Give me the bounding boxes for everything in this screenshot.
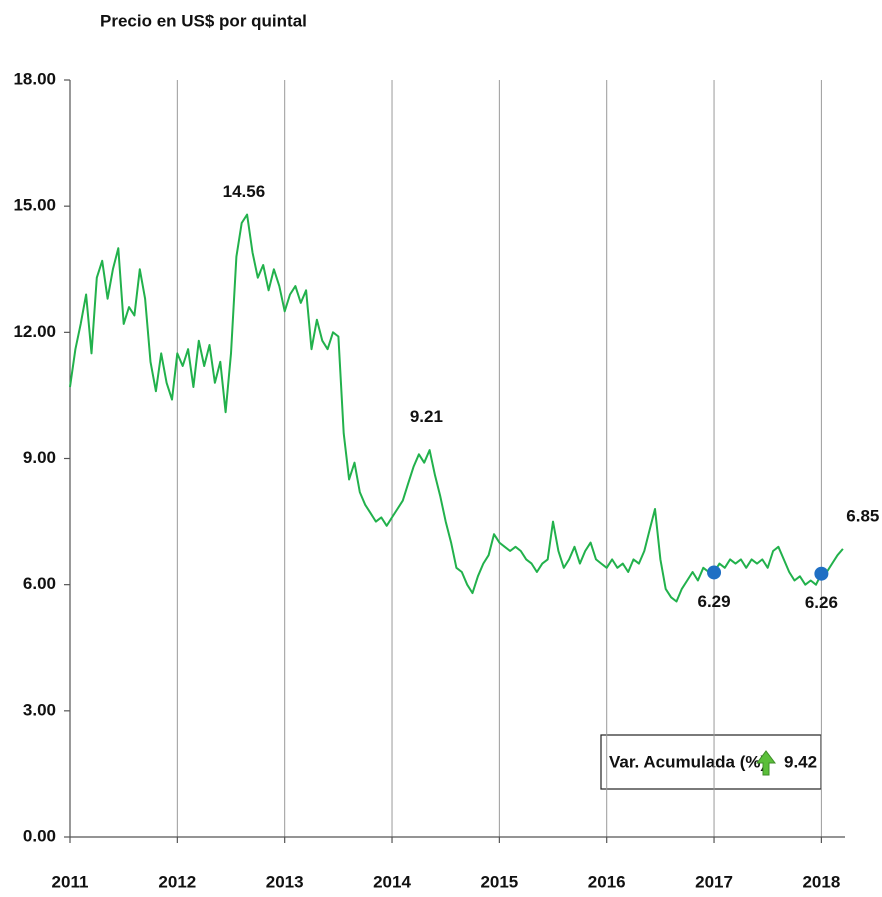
highlight-point: [707, 565, 722, 580]
annotation-label: 14.56: [223, 182, 266, 201]
x-tick-label: 2011: [52, 872, 89, 891]
x-tick-label: 2013: [266, 872, 304, 891]
annotation-label: 9.21: [410, 407, 443, 426]
y-tick-label: 15.00: [13, 196, 56, 215]
x-tick-label: 2014: [373, 872, 411, 891]
chart-title: Precio en US$ por quintal: [100, 11, 307, 30]
y-tick-label: 6.00: [23, 574, 56, 593]
y-tick-label: 3.00: [23, 700, 56, 719]
x-tick-label: 2016: [588, 872, 626, 891]
annotation-label: 6.29: [697, 592, 730, 611]
summary-box: Var. Acumulada (%) 9.42: [600, 734, 822, 790]
annotation-label: 6.85: [846, 506, 879, 525]
summary-value: 9.42: [784, 752, 817, 771]
x-tick-label: 2015: [480, 872, 518, 891]
x-tick-label: 2017: [695, 872, 733, 891]
price-line: [69, 213, 844, 603]
y-tick-label: 18.00: [13, 69, 56, 88]
summary-frame: [600, 734, 822, 790]
x-tick-label: 2018: [802, 872, 840, 891]
annotation-label: 6.26: [805, 593, 838, 612]
y-tick-label: 0.00: [23, 826, 56, 845]
y-tick-label: 9.00: [23, 448, 56, 467]
up-arrow-icon: [756, 750, 776, 776]
highlight-point: [814, 566, 829, 581]
y-tick-label: 12.00: [13, 322, 56, 341]
x-tick-label: 2012: [158, 872, 196, 891]
summary-label: Var. Acumulada (%): [609, 752, 766, 771]
